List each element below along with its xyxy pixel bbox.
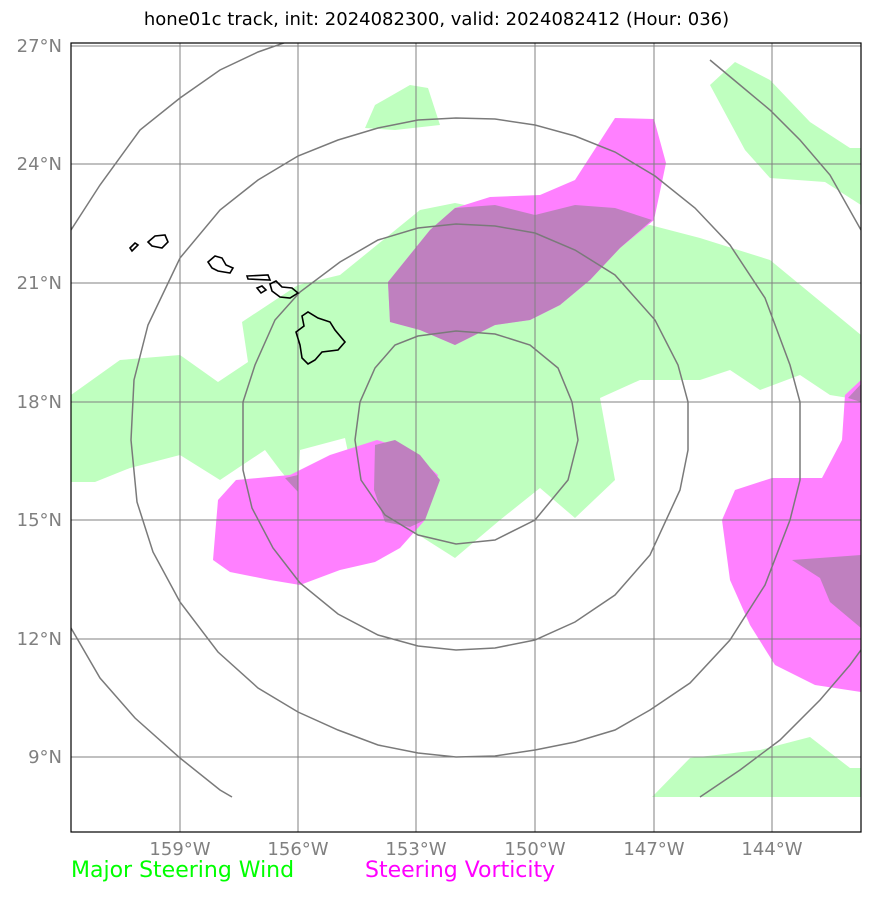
legend-steering-vorticity: Steering Vorticity: [365, 858, 556, 883]
island-hawaii: [295, 311, 347, 365]
steering-wind-areas: [71, 62, 861, 797]
map-title: hone01c track, init: 2024082300, valid: …: [143, 9, 730, 30]
wind-area-northeast: [710, 62, 861, 205]
wind-area-main: [71, 203, 861, 558]
map-frame: [70, 42, 862, 833]
overlap-west-small: [285, 475, 298, 492]
lat-labels: 27°N 24°N 21°N 18°N 15°N 12°N 9°N: [17, 36, 62, 768]
lon-label: 144°W: [741, 839, 802, 860]
range-ring-4: [71, 43, 286, 231]
overlap-east-small: [848, 384, 861, 402]
island-oahu: [206, 255, 235, 274]
vorticity-area-east: [722, 380, 861, 692]
legend-steering-wind: Major Steering Wind: [71, 858, 295, 883]
range-ring-4-east: [709, 59, 861, 231]
wind-area-north: [365, 85, 440, 130]
lat-label: 9°N: [28, 747, 62, 768]
lon-label: 150°W: [504, 839, 565, 860]
lat-label: 12°N: [17, 629, 62, 650]
lat-label: 27°N: [17, 36, 62, 57]
range-ring-4-southeast: [699, 649, 861, 798]
lat-label: 15°N: [17, 510, 62, 531]
overlap-east: [792, 555, 861, 628]
overlap-north: [388, 205, 652, 345]
lon-labels: 159°W 156°W 153°W 150°W 147°W 144°W: [149, 839, 802, 860]
lon-label: 153°W: [385, 839, 446, 860]
island-niihau: [128, 241, 140, 253]
lon-label: 159°W: [149, 839, 210, 860]
island-kauai: [146, 234, 169, 249]
lat-label: 24°N: [17, 154, 62, 175]
range-ring-3: [130, 117, 801, 758]
island-molokai: [245, 274, 272, 281]
overlap-west: [374, 440, 440, 527]
island-lanai: [255, 285, 268, 295]
range-ring-4-southwest: [71, 627, 233, 798]
lon-label: 147°W: [623, 839, 684, 860]
coastlines: [128, 234, 347, 365]
overlap-areas: [285, 205, 861, 628]
lat-label: 21°N: [17, 273, 62, 294]
wind-area-south: [652, 737, 861, 797]
lat-label: 18°N: [17, 392, 62, 413]
lon-label: 156°W: [267, 839, 328, 860]
island-maui: [269, 280, 300, 299]
range-rings: [71, 43, 861, 798]
range-ring-2: [242, 223, 689, 651]
range-ring-1: [354, 330, 579, 545]
